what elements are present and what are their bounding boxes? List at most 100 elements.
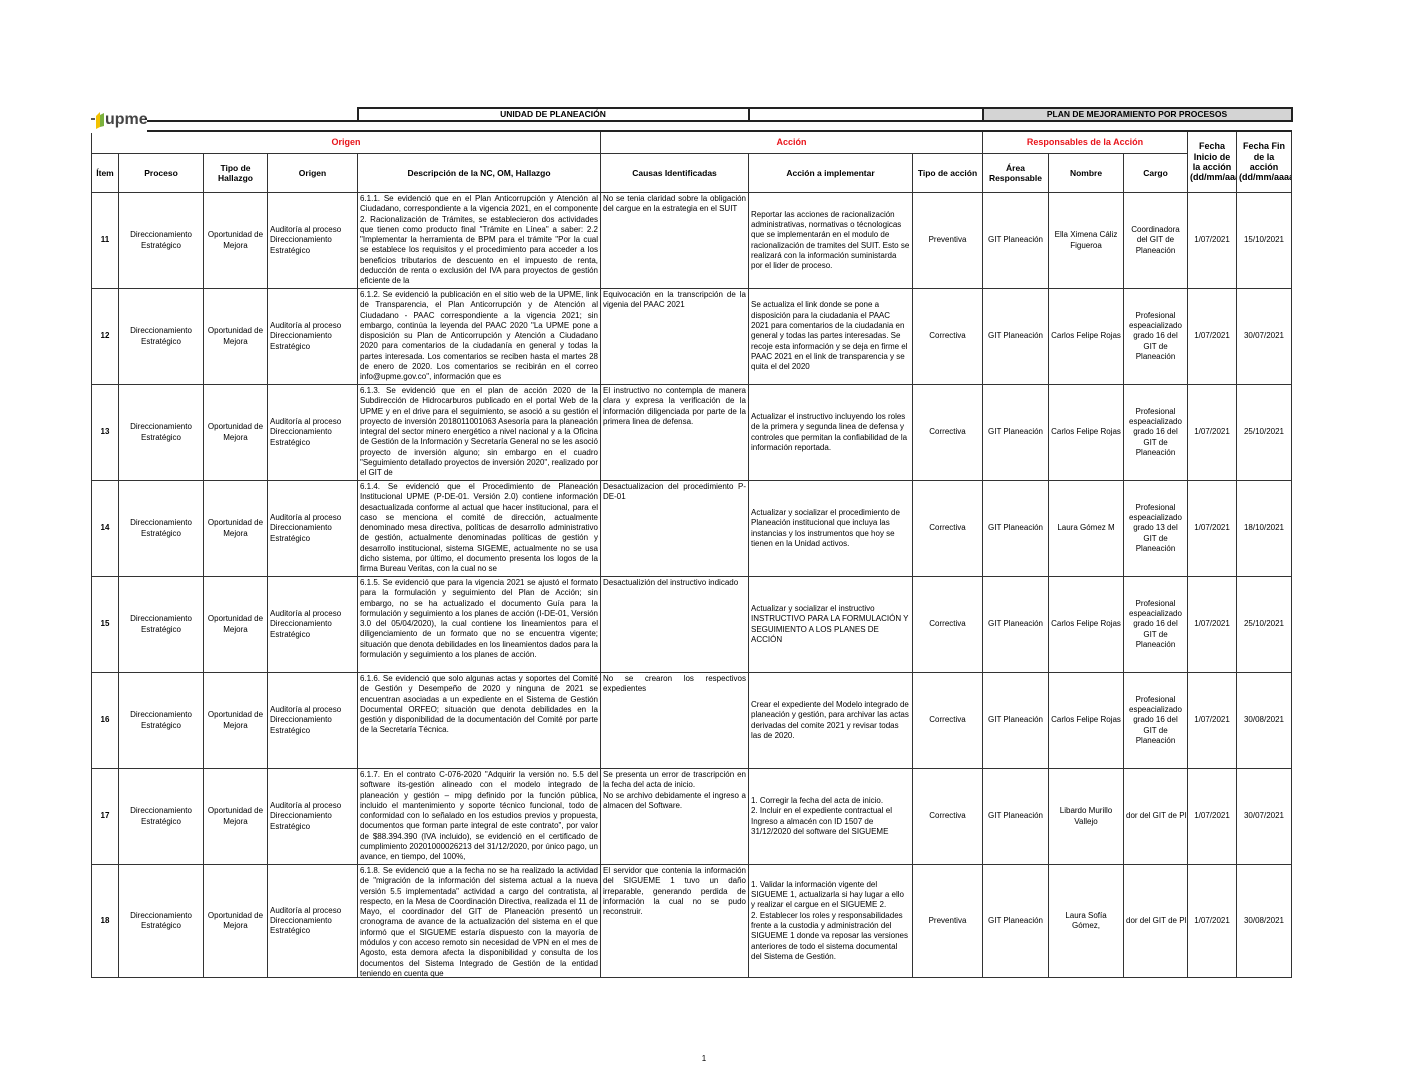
row-proceso-text: Direccionamiento Estratégico: [130, 326, 192, 346]
row-fecha-fin: 15/10/2021: [1236, 192, 1292, 289]
row-area: GIT Planeación: [982, 672, 1049, 769]
upme-logo-icon: upme: [91, 110, 148, 130]
row-fecha-inicio: 1/07/2021: [1187, 768, 1237, 865]
row-origen-text: Auditoría al proceso Direccionamiento Es…: [270, 513, 342, 543]
group-accion: Acción: [600, 130, 983, 154]
row-nombre: Laura Gómez M: [1048, 480, 1124, 577]
row-cargo: Coordinadora del GIT de Planeación: [1123, 192, 1188, 289]
row-nombre-text: Carlos Felipe Rojas: [1051, 715, 1121, 725]
table-row: 15 Direccionamiento Estratégico Oportunida…: [91, 576, 1292, 673]
row-tipo-accion-text: Preventiva: [928, 235, 967, 245]
row-proceso: Direccionamiento Estratégico: [118, 480, 204, 577]
row-fecha-fin-text: 30/07/2021: [1243, 811, 1285, 821]
row-tipo-hallazgo: Oportunidad de Mejora: [203, 576, 268, 673]
row-fecha-fin: 30/08/2021: [1236, 672, 1292, 769]
table-row: 13 Direccionamiento Estratégico Oportunida…: [91, 384, 1292, 481]
row-tipo-accion: Correctiva: [912, 480, 983, 577]
row-causas-text: El instructivo no contempla de manera cl…: [603, 386, 746, 426]
row-item-text: 11: [100, 235, 110, 245]
row-area-text: GIT Planeación: [988, 915, 1043, 925]
row-fecha-inicio: 1/07/2021: [1187, 864, 1237, 978]
row-area: GIT Planeación: [982, 768, 1049, 865]
row-accion: Crear el expediente del Modelo integrado…: [748, 672, 913, 769]
row-origen-text: Auditoría al proceso Direccionamiento Es…: [270, 705, 342, 735]
table-row: 16 Direccionamiento Estratégico Oportunida…: [91, 672, 1292, 769]
header-tipo-accion: Tipo de acción: [912, 153, 983, 193]
row-causas: Desactualizacion del procedimiento P-DE-…: [600, 480, 749, 577]
row-cargo-text: Profesional espeacializado grado 16 del …: [1129, 310, 1182, 361]
improvement-plan-sheet: upme UNIDAD DE PLANEACIÓN PLAN DE MEJORA…: [91, 107, 1293, 978]
row-descripcion-text: 6.1.1. Se evidenció que en el Plan Antic…: [360, 194, 598, 286]
row-causas-text: No se crearon los respectivos expediente…: [603, 674, 746, 694]
row-area: GIT Planeación: [982, 384, 1049, 481]
row-tipo-hallazgo-text: Oportunidad de Mejora: [207, 910, 264, 930]
row-fecha-inicio-text: 1/07/2021: [1194, 811, 1230, 821]
row-area-text: GIT Planeación: [988, 235, 1043, 245]
unit-title: UNIDAD DE PLANEACIÓN: [356, 107, 750, 122]
row-tipo-accion: Correctiva: [912, 768, 983, 865]
row-descripcion: 6.1.6. Se evidenció que solo algunas act…: [357, 672, 601, 769]
row-fecha-fin: 25/10/2021: [1236, 384, 1292, 481]
row-nombre-text: Ella Ximena Cáliz Figueroa: [1054, 230, 1118, 250]
row-causas-text: No se tenia claridad sobre la obligación…: [603, 194, 746, 214]
row-area-text: GIT Planeación: [988, 715, 1043, 725]
row-accion-text: 1. Validar la información vigente del SI…: [751, 879, 908, 961]
row-origen: Auditoría al proceso Direccionamiento Es…: [267, 864, 358, 978]
row-item-text: 12: [100, 331, 110, 341]
row-tipo-accion-text: Correctiva: [929, 427, 966, 437]
row-accion: Actualizar el instructivo incluyendo los…: [748, 384, 913, 481]
header-area: Área Responsable: [982, 153, 1049, 193]
row-accion: 1. Corregir la fecha del acta de inicio.…: [748, 768, 913, 865]
row-fecha-inicio: 1/07/2021: [1187, 384, 1237, 481]
row-fecha-inicio-text: 1/07/2021: [1194, 715, 1230, 725]
row-fecha-inicio-text: 1/07/2021: [1194, 331, 1230, 341]
row-accion-text: Reportar las acciones de racionalización…: [751, 209, 910, 271]
row-item: 15: [91, 576, 119, 673]
row-cargo-text: Profesional espeacializado grado 13 del …: [1129, 502, 1182, 553]
row-cargo-text: Profesional espeacializado grado 16 del …: [1129, 598, 1182, 649]
row-causas-text: Se presenta un error de trascripción en …: [603, 770, 746, 810]
table-row: 11 Direccionamiento Estratégico Oportunida…: [91, 192, 1292, 289]
row-cargo: Profesional espeacializado grado 16 del …: [1123, 384, 1188, 481]
row-origen-text: Auditoría al proceso Direccionamiento Es…: [270, 225, 342, 255]
row-descripcion: 6.1.2. Se evidenció la publicación en el…: [357, 288, 601, 385]
row-cargo: dor del GIT de Pl: [1123, 768, 1188, 865]
row-cargo: dor del GIT de Pl: [1123, 864, 1188, 978]
row-tipo-hallazgo: Oportunidad de Mejora: [203, 768, 268, 865]
row-fecha-fin: 30/08/2021: [1236, 864, 1292, 978]
row-area: GIT Planeación: [982, 192, 1049, 289]
row-tipo-hallazgo-text: Oportunidad de Mejora: [207, 422, 264, 442]
row-proceso: Direccionamiento Estratégico: [118, 192, 204, 289]
row-fecha-inicio-text: 1/07/2021: [1194, 523, 1230, 533]
page-number: 1: [701, 1054, 707, 1063]
row-descripcion-text: 6.1.3. Se evidenció que en el plan de ac…: [360, 386, 598, 478]
row-origen: Auditoría al proceso Direccionamiento Es…: [267, 768, 358, 865]
row-item-text: 16: [100, 715, 110, 725]
row-fecha-fin-text: 15/10/2021: [1243, 235, 1285, 245]
row-tipo-accion-text: Preventiva: [928, 915, 967, 925]
row-descripcion-text: 6.1.2. Se evidenció la publicación en el…: [360, 290, 598, 382]
row-descripcion-text: 6.1.5. Se evidenció que para la vigencia…: [360, 578, 598, 660]
row-fecha-fin-text: 25/10/2021: [1243, 619, 1285, 629]
table-row: 14 Direccionamiento Estratégico Oportunida…: [91, 480, 1292, 577]
row-tipo-accion: Correctiva: [912, 672, 983, 769]
header-proceso: Proceso: [118, 153, 204, 193]
row-accion: Actualizar y socializar el instructivo I…: [748, 576, 913, 673]
row-tipo-accion-text: Correctiva: [929, 331, 966, 341]
row-nombre-text: Laura Sofía Gómez,: [1065, 910, 1107, 930]
row-causas-text: Equivocación en la transcripción de la v…: [603, 290, 746, 310]
row-tipo-accion-text: Correctiva: [929, 523, 966, 533]
row-tipo-hallazgo-text: Oportunidad de Mejora: [207, 710, 264, 730]
row-area-text: GIT Planeación: [988, 523, 1043, 533]
row-nombre: Carlos Felipe Rojas: [1048, 576, 1124, 673]
table-row: 12 Direccionamiento Estratégico Oportunida…: [91, 288, 1292, 385]
header-cargo: Cargo: [1123, 153, 1188, 193]
header-descripcion: Descripción de la NC, OM, Hallazgo: [357, 153, 601, 193]
row-tipo-accion: Correctiva: [912, 576, 983, 673]
table-row: 17 Direccionamiento Estratégico Oportunida…: [91, 768, 1292, 865]
header-origen: Origen: [267, 153, 358, 193]
row-cargo: Profesional espeacializado grado 13 del …: [1123, 480, 1188, 577]
row-causas-text: Desactualizacion del procedimiento P-DE-…: [603, 482, 746, 502]
row-fecha-fin-text: 25/10/2021: [1243, 427, 1285, 437]
row-fecha-inicio: 1/07/2021: [1187, 576, 1237, 673]
